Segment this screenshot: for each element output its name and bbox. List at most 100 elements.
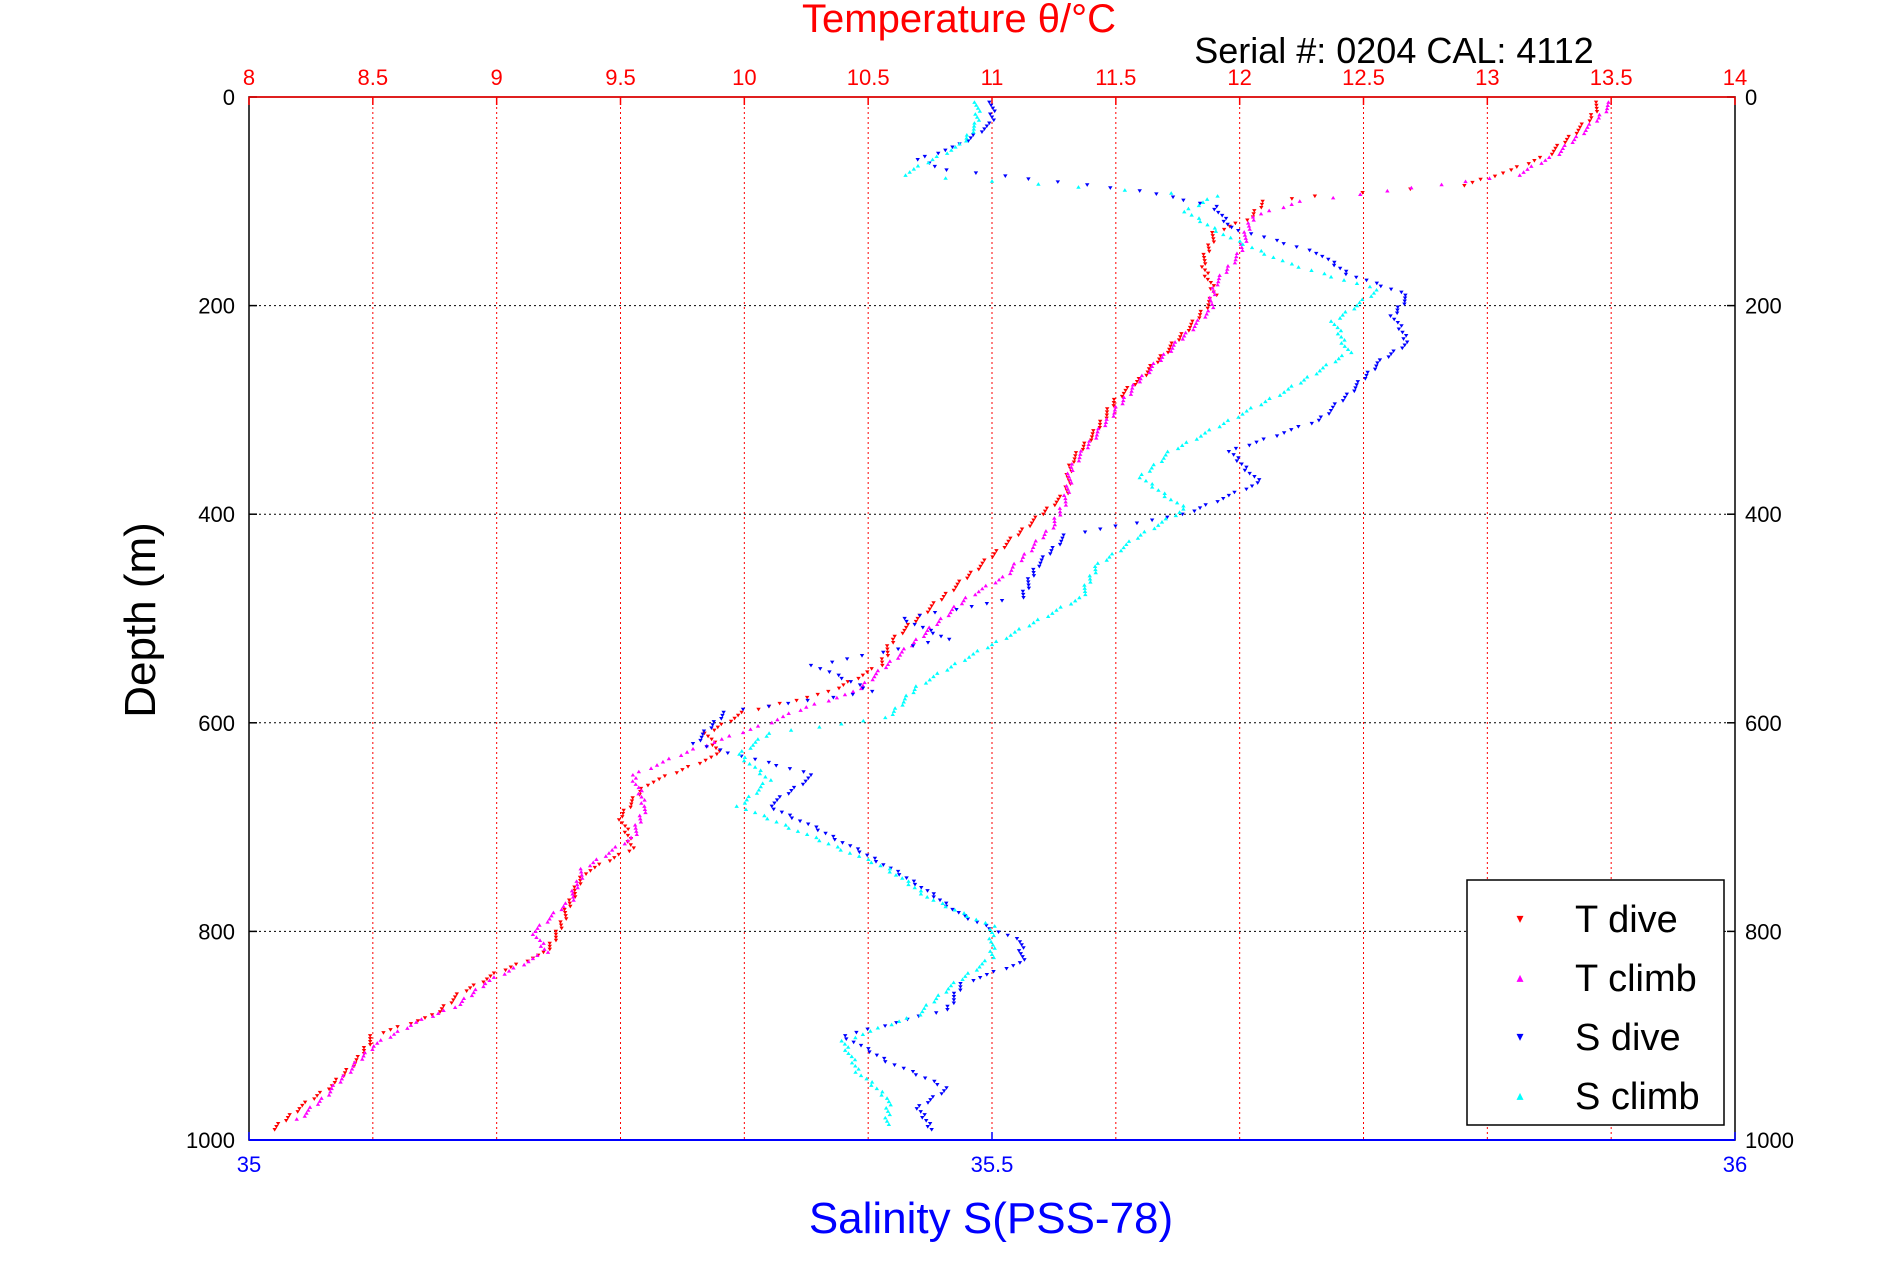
temperature-tick-label: 9	[491, 65, 503, 90]
data-point	[800, 782, 806, 787]
data-point	[1111, 414, 1116, 418]
data-point	[739, 710, 744, 715]
data-point	[872, 674, 877, 679]
data-point	[1216, 279, 1221, 284]
data-point	[1052, 522, 1058, 527]
data-point	[1026, 586, 1032, 591]
data-point	[923, 681, 929, 685]
data-point	[922, 1006, 927, 1010]
temperature-tick-label: 11	[981, 65, 1004, 90]
data-point	[578, 866, 583, 871]
data-point	[1134, 521, 1140, 526]
data-point	[728, 719, 734, 724]
data-point	[786, 792, 791, 796]
data-point	[367, 1037, 373, 1041]
data-point	[1206, 303, 1211, 307]
data-point	[1227, 224, 1232, 229]
data-point	[314, 1094, 320, 1098]
data-point	[946, 986, 951, 991]
data-point	[566, 898, 572, 903]
data-point	[1135, 536, 1141, 540]
data-point	[879, 1093, 884, 1097]
data-point	[1588, 113, 1594, 117]
data-point	[1335, 325, 1340, 330]
data-point	[948, 610, 953, 615]
data-point	[1031, 518, 1036, 523]
data-point	[1182, 209, 1187, 214]
data-point	[739, 749, 745, 753]
data-point	[1039, 558, 1044, 563]
data-point	[934, 154, 939, 159]
data-point	[569, 888, 575, 893]
data-point	[1021, 592, 1026, 597]
data-point	[893, 873, 899, 877]
data-point	[858, 1073, 864, 1078]
data-point	[636, 791, 641, 796]
data-point	[1137, 475, 1142, 480]
data-point	[853, 1035, 858, 1040]
data-point	[719, 737, 724, 741]
data-point	[746, 794, 751, 799]
data-point	[984, 124, 990, 129]
data-point	[502, 972, 507, 976]
depth-tick-label: 200	[1745, 294, 1782, 319]
data-point	[1189, 212, 1194, 217]
data-point	[328, 1089, 333, 1094]
data-point	[1409, 185, 1414, 190]
data-point	[1138, 533, 1143, 537]
data-point	[856, 676, 861, 681]
data-point	[1086, 442, 1091, 447]
data-point	[594, 857, 599, 862]
data-point	[1129, 389, 1134, 393]
data-point	[772, 801, 777, 806]
data-point	[361, 1046, 367, 1050]
data-point	[1093, 570, 1098, 575]
data-point	[1296, 265, 1301, 269]
data-point	[1126, 539, 1132, 543]
data-point	[685, 765, 691, 769]
data-point	[956, 911, 961, 915]
data-point	[856, 1067, 861, 1071]
data-point	[925, 610, 931, 615]
data-point	[850, 689, 856, 694]
data-point	[886, 1122, 892, 1126]
data-point	[869, 860, 874, 865]
depth-tick-label: 1000	[186, 1128, 235, 1153]
data-point	[815, 692, 820, 697]
data-point	[950, 907, 955, 912]
data-point	[910, 644, 916, 648]
data-point	[1113, 524, 1118, 529]
data-point	[742, 800, 748, 805]
data-point	[1343, 309, 1348, 314]
data-point	[1298, 380, 1304, 385]
data-point	[1233, 257, 1238, 262]
data-point	[1250, 214, 1256, 219]
data-point	[441, 1008, 446, 1012]
data-point	[537, 923, 542, 927]
data-point	[1181, 333, 1187, 338]
data-point	[1061, 493, 1067, 498]
data-point	[874, 1053, 880, 1058]
data-point	[990, 942, 996, 947]
data-point	[317, 1090, 323, 1095]
data-point	[508, 965, 514, 970]
data-point	[1045, 614, 1051, 619]
data-point	[957, 141, 962, 146]
data-point	[883, 1060, 888, 1064]
data-point	[894, 1021, 899, 1025]
data-point	[1076, 458, 1082, 463]
data-point	[1340, 399, 1346, 403]
data-point	[1305, 374, 1310, 379]
data-point	[1112, 407, 1118, 412]
data-point	[1354, 303, 1360, 308]
data-point	[936, 619, 942, 624]
data-point	[964, 138, 969, 143]
data-point	[628, 843, 633, 847]
data-point	[1149, 465, 1154, 470]
data-point	[918, 1110, 923, 1114]
data-point	[1236, 229, 1241, 233]
data-point	[1161, 456, 1166, 460]
data-point	[1130, 382, 1136, 387]
data-point	[1161, 352, 1166, 356]
data-point	[1245, 221, 1251, 225]
